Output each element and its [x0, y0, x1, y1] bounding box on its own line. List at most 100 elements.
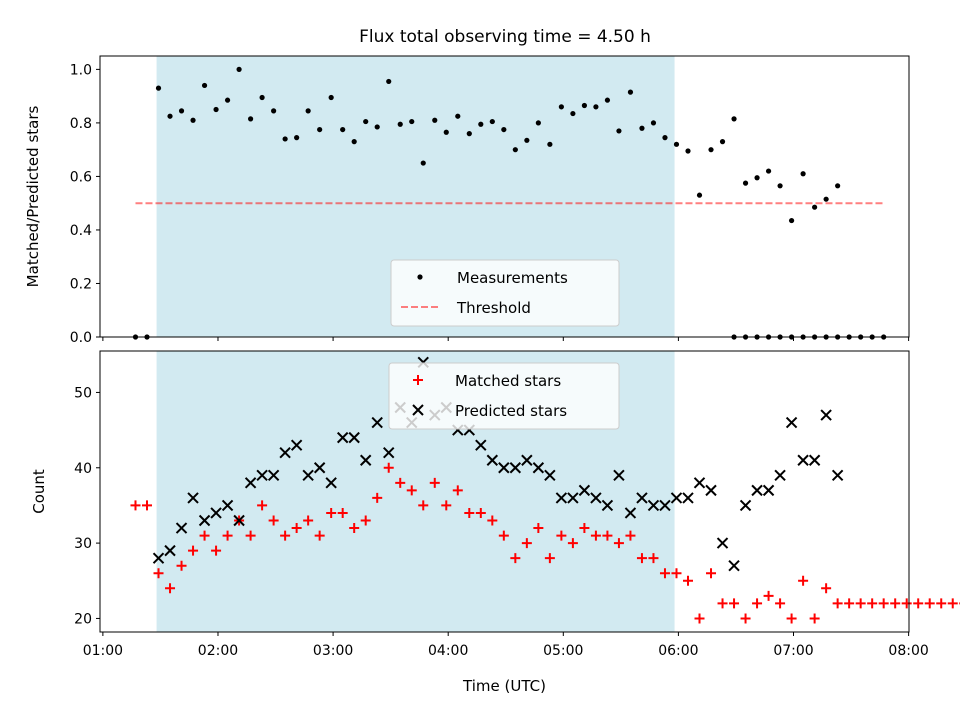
measurement-point [708, 147, 714, 153]
y-tick-label: 40 [74, 461, 92, 477]
matched-point [475, 507, 486, 518]
predicted-point [175, 522, 188, 534]
matched-point [590, 530, 601, 541]
matched-point [533, 523, 544, 534]
predicted-point [820, 409, 832, 421]
predicted-point [279, 446, 291, 459]
legend: Matched stars Predicted stars [388, 362, 620, 430]
matched-point [521, 538, 532, 549]
matched-point [878, 598, 889, 609]
matched-point [821, 583, 832, 594]
matched-point [752, 598, 763, 609]
measurement-point [259, 94, 265, 101]
legend-label: Measurements [457, 269, 568, 287]
measurement-point [351, 139, 357, 145]
matched-point [188, 545, 199, 556]
matched-point [924, 598, 935, 609]
matched-point [729, 598, 740, 609]
measurement-point [294, 135, 300, 141]
predicted-point [256, 469, 268, 482]
predicted-point [198, 514, 211, 527]
measurement-point [224, 97, 231, 103]
predicted-point [221, 499, 234, 512]
matched-point [775, 598, 786, 609]
predicted-point [336, 431, 349, 444]
predicted-point [601, 499, 614, 512]
matched-point [452, 485, 463, 496]
predicted-point [187, 492, 199, 504]
predicted-point [509, 462, 522, 474]
measurement-point [627, 89, 634, 95]
measurement-point [363, 118, 369, 125]
measurement-point [639, 125, 645, 131]
y-tick-label: 30 [74, 536, 92, 552]
matched-point [314, 530, 325, 541]
matched-point [349, 523, 360, 534]
predicted-point [244, 477, 257, 489]
predicted-point [751, 484, 763, 497]
matched-point [636, 553, 647, 564]
predicted-point [290, 439, 303, 451]
predicted-point [578, 484, 591, 497]
matched-point [337, 507, 348, 518]
matched-point [659, 568, 670, 579]
measurement-point [673, 141, 680, 147]
x-tick-label: 08:00 [888, 643, 928, 659]
legend-box [388, 362, 620, 430]
matched-point [280, 530, 291, 541]
predicted-point [567, 492, 579, 504]
matched-point [291, 523, 302, 534]
y-tick-label: 0.0 [70, 330, 92, 346]
predicted-point [693, 477, 706, 489]
predicted-point [555, 492, 568, 504]
measurement-point [155, 85, 162, 91]
matched-point [936, 598, 947, 609]
matched-point [165, 583, 176, 594]
measurement-point [489, 118, 495, 125]
legend-label: Threshold [456, 299, 531, 317]
matched-point [268, 515, 279, 526]
measurement-point [443, 129, 449, 135]
measurement-point [650, 120, 657, 126]
predicted-point [521, 454, 533, 466]
measurement-point [812, 204, 818, 210]
measurement-point [374, 124, 380, 130]
predicted-point [359, 454, 372, 466]
predicted-point [325, 477, 337, 489]
measurement-point [685, 148, 691, 154]
measurement-point [593, 104, 599, 110]
predicted-point [532, 462, 545, 474]
measurement-point [835, 183, 841, 189]
y-tick-label: 0.6 [70, 169, 92, 185]
matched-point [901, 598, 912, 609]
matched-point [406, 485, 417, 496]
series-predicted-stars [152, 356, 844, 572]
predicted-point [739, 499, 752, 512]
measurement-point [420, 160, 426, 166]
measurement-point [247, 116, 254, 122]
measurement-point [213, 106, 219, 113]
legend-box [390, 259, 620, 327]
measurement-point [777, 183, 783, 189]
matched-point [222, 530, 233, 541]
predicted-point [267, 469, 280, 482]
measurement-point [547, 141, 553, 147]
predicted-point [785, 416, 798, 429]
y-axis-label: Count [30, 469, 48, 514]
measurement-point [397, 121, 403, 127]
measurement-point [432, 117, 438, 123]
x-tick-label: 03:00 [313, 643, 353, 659]
matched-point [303, 515, 314, 526]
measurement-point [167, 113, 173, 119]
matched-point [199, 530, 210, 541]
x-tick-label: 04:00 [428, 643, 468, 659]
measurement-point [558, 104, 564, 110]
matched-point [383, 462, 394, 473]
predicted-point [682, 492, 694, 504]
measurement-point [616, 128, 622, 134]
legend-marker [412, 404, 424, 416]
measurement-point [466, 131, 472, 137]
predicted-point [613, 469, 625, 482]
x-tick-label: 05:00 [543, 643, 583, 659]
